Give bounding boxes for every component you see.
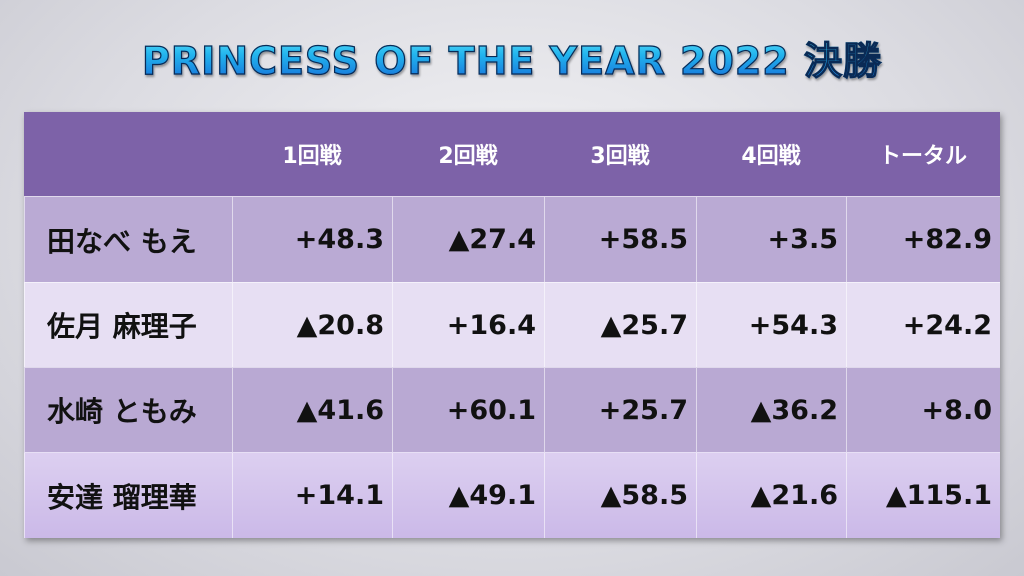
score-cell: +82.9 bbox=[846, 196, 1000, 282]
score-cell: ▲115.1 bbox=[846, 452, 1000, 538]
player-name: 安達 瑠理華 bbox=[24, 452, 232, 538]
score-cell: ▲27.4 bbox=[392, 196, 544, 282]
score-cell: ▲36.2 bbox=[696, 367, 846, 452]
score-cell: +54.3 bbox=[696, 282, 846, 367]
score-cell: +60.1 bbox=[392, 367, 544, 452]
column-header: トータル bbox=[846, 112, 1000, 196]
title: PRINCESS OF THE YEAR 2022 決勝 bbox=[0, 30, 1024, 85]
score-table: 1回戦 2回戦 3回戦 4回戦 トータル田なべ もえ +48.3 ▲27.4 +58.5 +3.… bbox=[24, 112, 1000, 538]
header-corner bbox=[24, 112, 232, 196]
score-cell: ▲49.1 bbox=[392, 452, 544, 538]
column-header: 4回戦 bbox=[696, 112, 846, 196]
column-header: 2回戦 bbox=[392, 112, 544, 196]
column-header: 3回戦 bbox=[544, 112, 696, 196]
score-cell: +58.5 bbox=[544, 196, 696, 282]
score-cell: +16.4 bbox=[392, 282, 544, 367]
score-cell: +8.0 bbox=[846, 367, 1000, 452]
score-cell: ▲58.5 bbox=[544, 452, 696, 538]
player-name: 田なべ もえ bbox=[24, 196, 232, 282]
column-header: 1回戦 bbox=[232, 112, 392, 196]
score-cell: ▲41.6 bbox=[232, 367, 392, 452]
score-cell: +14.1 bbox=[232, 452, 392, 538]
player-name: 水崎 ともみ bbox=[24, 367, 232, 452]
score-cell: ▲21.6 bbox=[696, 452, 846, 538]
score-cell: ▲20.8 bbox=[232, 282, 392, 367]
player-name: 佐月 麻理子 bbox=[24, 282, 232, 367]
score-cell: ▲25.7 bbox=[544, 282, 696, 367]
score-cell: +25.7 bbox=[544, 367, 696, 452]
score-cell: +24.2 bbox=[846, 282, 1000, 367]
score-cell: +48.3 bbox=[232, 196, 392, 282]
score-cell: +3.5 bbox=[696, 196, 846, 282]
